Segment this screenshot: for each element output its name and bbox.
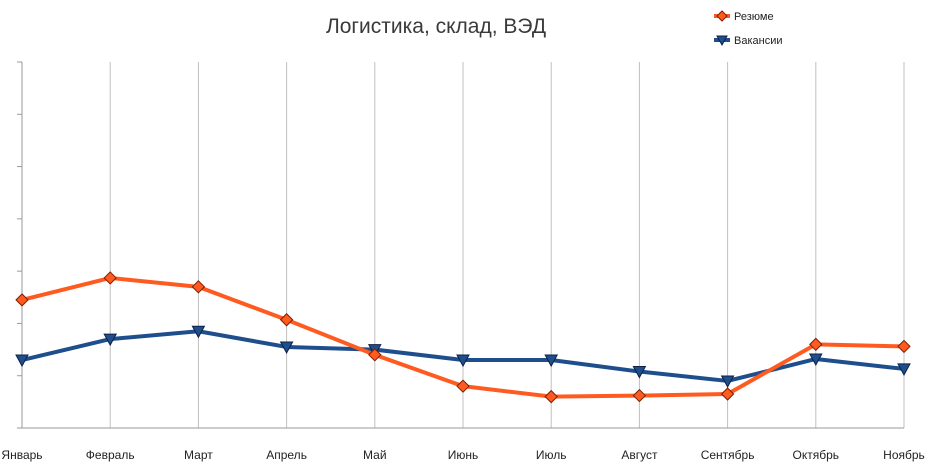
data-point-resume <box>368 348 382 362</box>
data-point-vacancies <box>15 354 29 368</box>
data-point-resume <box>279 313 294 327</box>
data-point-resume <box>632 388 647 403</box>
x-tick-label: Январь <box>1 448 42 462</box>
data-point-vacancies <box>897 363 911 376</box>
data-point-resume <box>456 379 470 393</box>
series-layer <box>15 271 911 404</box>
data-point-resume <box>720 387 735 401</box>
data-point-vacancies <box>103 333 118 347</box>
legend-marker-resume <box>716 10 728 22</box>
data-point-vacancies <box>544 354 559 368</box>
axes <box>17 61 904 429</box>
data-point-resume <box>103 271 117 285</box>
chart-title: Логистика, склад, ВЭД <box>326 15 546 38</box>
legend-label-vacancies: Вакансии <box>734 35 783 47</box>
data-point-resume <box>15 293 29 307</box>
x-tick-label: Февраль <box>86 448 135 462</box>
x-tick-label: Ноябрь <box>883 448 925 462</box>
x-tick-label: Июль <box>536 448 567 462</box>
data-point-vacancies <box>279 341 294 355</box>
data-point-vacancies <box>632 366 647 379</box>
data-point-vacancies <box>456 354 470 368</box>
legend: Резюме Вакансии <box>714 10 783 47</box>
x-axis-tick-labels: Январь Февраль Март Апрель Май Июнь Июль Август… <box>1 448 924 462</box>
data-point-vacancies <box>720 375 735 388</box>
data-point-resume <box>544 389 558 404</box>
x-tick-label: Сентябрь <box>701 448 755 462</box>
x-tick-label: Август <box>621 448 658 462</box>
legend-marker-vacancies <box>716 35 728 47</box>
x-tick-label: Апрель <box>266 448 307 462</box>
x-tick-label: Май <box>363 448 387 462</box>
data-point-resume <box>897 339 911 354</box>
grid <box>21 62 905 428</box>
data-point-vacancies <box>808 353 823 367</box>
x-tick-label: Март <box>184 448 213 462</box>
x-tick-label: Октябрь <box>793 448 840 462</box>
data-point-resume <box>191 280 206 294</box>
data-point-resume <box>809 337 823 352</box>
legend-label-resume: Резюме <box>734 11 774 23</box>
data-point-vacancies <box>191 325 206 339</box>
x-tick-label: Июнь <box>448 448 479 462</box>
